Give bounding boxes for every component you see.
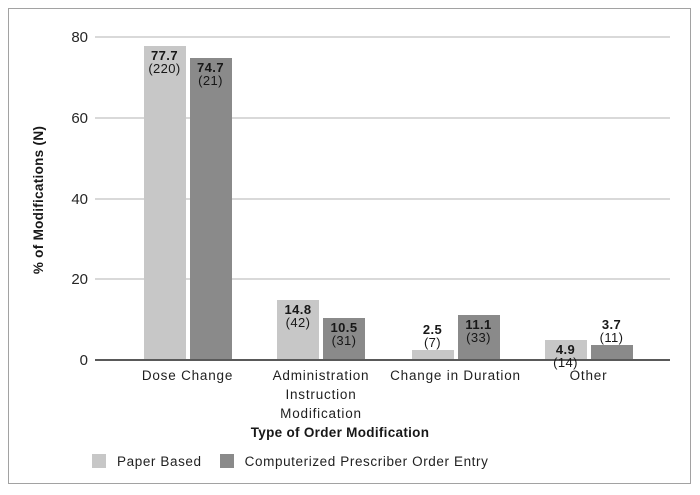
bar-paper-based-dose-change bbox=[143, 46, 186, 360]
y-tick-label-60: 60 bbox=[71, 109, 88, 127]
legend: Paper Based Computerized Prescriber Order… bbox=[92, 453, 506, 469]
y-tick-label-0: 0 bbox=[79, 352, 88, 369]
bar-value-label: 3.7 bbox=[601, 317, 622, 333]
bar-count-label: (11) bbox=[599, 330, 624, 346]
bar-count-label: (14) bbox=[553, 355, 578, 371]
bar-value-label: 4.9 bbox=[555, 342, 576, 358]
bar-paper-based-other bbox=[544, 340, 587, 360]
bar-value-label: 14.8 bbox=[284, 302, 312, 318]
bar-count-label: (7) bbox=[423, 334, 442, 350]
bar-label-paper-based-other: 4.9 (14) bbox=[534, 343, 598, 369]
bar-value-label: 2.5 bbox=[422, 321, 443, 337]
bar-label-computerized-prescriber-order-entry-dose-change: 74.7 (21) bbox=[179, 61, 243, 87]
bar-count-label: (220) bbox=[148, 61, 181, 77]
bar-label-paper-based-change-in-duration: 2.5 (7) bbox=[401, 323, 465, 349]
bar-label-paper-based-administration: 14.8 (42) bbox=[266, 303, 330, 329]
category-label-dose-change: Dose Change bbox=[141, 368, 234, 383]
bar-value-label: 11.1 bbox=[465, 317, 492, 333]
legend-label-paper-based: Paper Based bbox=[117, 453, 202, 469]
y-tick-label-40: 40 bbox=[71, 190, 88, 208]
legend-swatch-computerized-prescriber-order-entry bbox=[219, 454, 234, 468]
x-axis-line bbox=[95, 359, 670, 361]
bar-count-label: (31) bbox=[331, 332, 357, 348]
bar-count-label: (21) bbox=[198, 73, 223, 89]
bar-label-computerized-prescriber-order-entry-administration: 10.5 (31) bbox=[312, 321, 376, 347]
bar-paper-based-change-in-duration bbox=[411, 349, 454, 360]
bar-value-label: 10.5 bbox=[330, 319, 358, 335]
x-axis-title: Type of Order Modification bbox=[250, 425, 430, 440]
plot-area: 77.7 (220) 14.8 (42) 2.5 (7) 4.9 (14) 74.7 (21) 10… bbox=[95, 36, 670, 369]
gridline-40 bbox=[95, 197, 670, 200]
bar-computerized-prescriber-order-entry-administration bbox=[323, 317, 365, 360]
legend-item-computerized-prescriber-order-entry: Computerized Prescriber Order Entry bbox=[219, 453, 489, 469]
y-axis-title: % of Modifications (N) bbox=[31, 125, 46, 275]
y-tick-label-80: 80 bbox=[71, 29, 88, 46]
bar-computerized-prescriber-order-entry-other bbox=[590, 345, 633, 360]
legend-swatch-paper-based bbox=[92, 454, 106, 468]
gridline-20 bbox=[95, 278, 670, 281]
gridline-60 bbox=[95, 116, 670, 119]
category-label-change-in-duration: Change in Duration bbox=[390, 368, 521, 383]
legend-item-paper-based: Paper Based bbox=[92, 454, 202, 469]
bar-count-label: (33) bbox=[466, 330, 491, 346]
bar-computerized-prescriber-order-entry-change-in-duration bbox=[457, 315, 500, 360]
bar-label-computerized-prescriber-order-entry-other: 3.7 (11) bbox=[580, 318, 644, 344]
bar-value-label: 74.7 bbox=[197, 60, 224, 76]
bar-value-label: 77.7 bbox=[151, 48, 178, 64]
bar-label-paper-based-dose-change: 77.7 (220) bbox=[133, 49, 197, 75]
figure-frame bbox=[8, 8, 691, 484]
bar-count-label: (42) bbox=[285, 315, 311, 331]
legend-label-computerized-prescriber-order-entry: Computerized Prescriber Order Entry bbox=[244, 453, 489, 469]
gridline-80 bbox=[95, 36, 670, 38]
category-label-administration: Administration Instruction Modification bbox=[272, 368, 370, 421]
y-tick-label-20: 20 bbox=[71, 271, 88, 289]
bar-label-computerized-prescriber-order-entry-change-in-duration: 11.1 (33) bbox=[447, 318, 511, 344]
bar-computerized-prescriber-order-entry-dose-change bbox=[189, 58, 232, 360]
bar-paper-based-administration bbox=[277, 300, 319, 360]
category-label-other: Other bbox=[569, 368, 608, 383]
